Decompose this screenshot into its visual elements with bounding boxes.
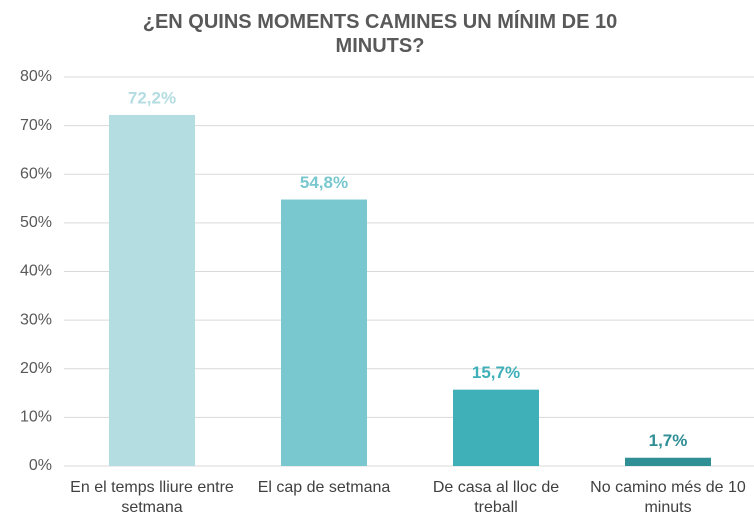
x-tick-label: En el temps lliure entre setmana: [70, 479, 234, 516]
bar: [625, 457, 711, 466]
bar: [109, 114, 195, 467]
y-tick-label: 60%: [20, 165, 52, 182]
x-tick-label: El cap de setmana: [257, 479, 391, 496]
y-tick-label: 40%: [20, 263, 52, 280]
data-label: 15,7%: [472, 363, 520, 382]
y-tick-label: 80%: [20, 68, 52, 85]
bar: [281, 199, 367, 466]
y-tick-label: 10%: [20, 409, 52, 426]
y-tick-label: 50%: [20, 214, 52, 231]
data-label: 54,8%: [300, 173, 348, 192]
chart-title: ¿EN QUINS MOMENTS CAMINES UN MÍNIM DE 10…: [142, 11, 618, 57]
y-tick-label: 0%: [29, 457, 52, 474]
y-tick-label: 20%: [20, 360, 52, 377]
bar: [453, 389, 539, 466]
data-label: 1,7%: [649, 431, 688, 450]
x-tick-label: De casa al lloc de treball: [432, 479, 560, 516]
y-tick-label: 70%: [20, 117, 52, 134]
data-label: 72,2%: [128, 88, 176, 107]
x-tick-label: No camino més de 10 minuts: [590, 479, 746, 516]
y-tick-label: 30%: [20, 311, 52, 328]
